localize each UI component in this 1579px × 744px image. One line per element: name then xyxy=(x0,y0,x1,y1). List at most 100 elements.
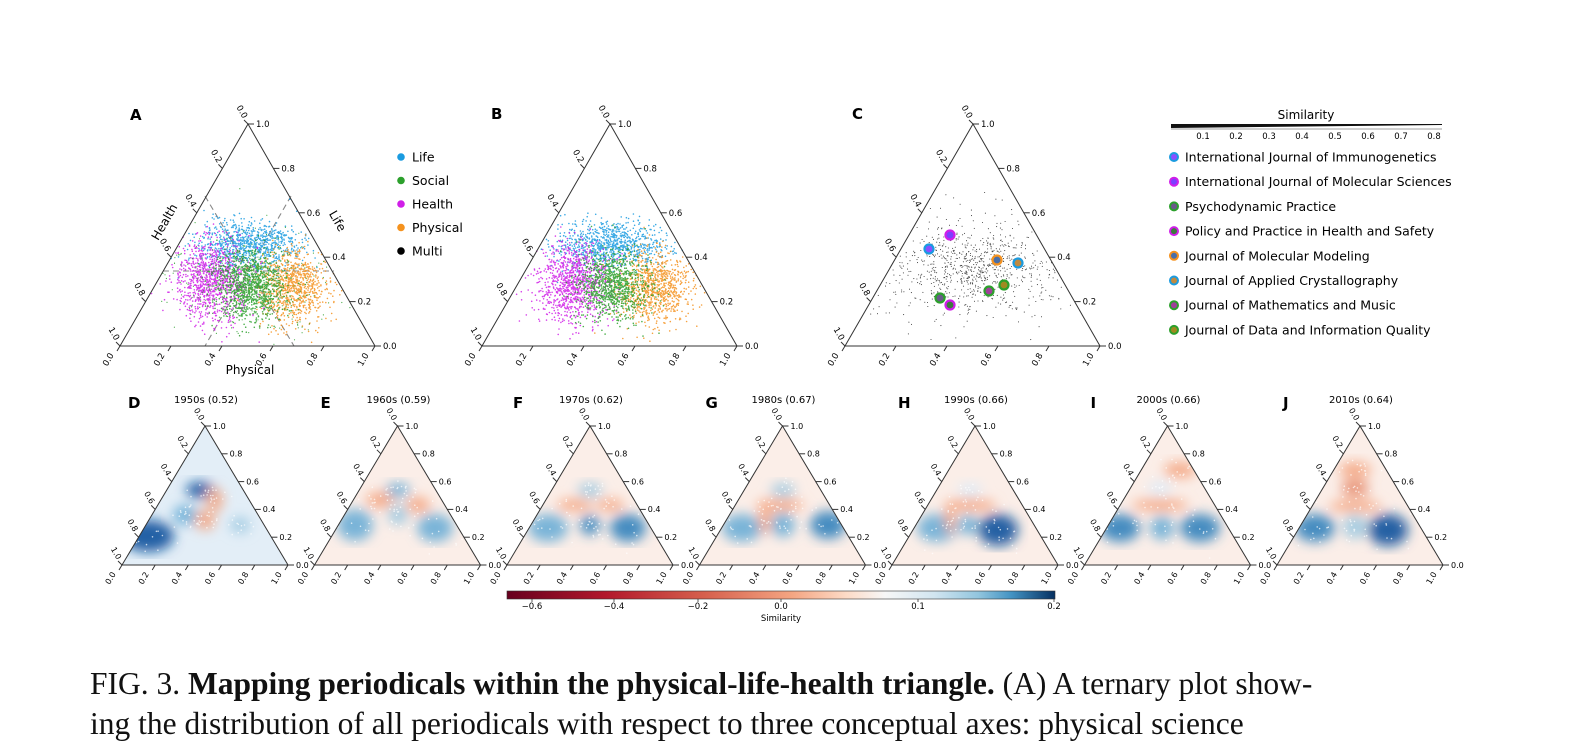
tick-label: 0.8 xyxy=(1192,450,1205,459)
colorbar-tick: 0.0 xyxy=(774,602,788,612)
tick-label: 0.0 xyxy=(101,352,116,369)
tick-label: 0.8 xyxy=(281,164,295,174)
panel-j: J 2010s (0.64)0.0 0.2 0.4 0.6 0.8 1.01.00.80.6… xyxy=(1259,394,1464,586)
tick-label: 0.4 xyxy=(555,571,569,587)
tick-label: 1.0 xyxy=(1232,571,1246,587)
journal-marker xyxy=(998,279,1010,291)
tick-label: 1.0 xyxy=(686,545,700,561)
tick-label: 0.0 xyxy=(1259,571,1273,587)
colorbar-tick: −0.4 xyxy=(604,602,625,612)
point-cloud xyxy=(559,224,670,337)
tick-label: 0.0 xyxy=(1451,561,1464,570)
tick-label: 0.4 xyxy=(694,253,708,263)
tick-label: 0.0 xyxy=(1154,406,1168,422)
tick-label: 0.0 xyxy=(1347,406,1361,422)
journal-marker xyxy=(923,243,935,255)
legend-marker xyxy=(397,176,405,185)
tick-label: 0.0 xyxy=(769,406,783,422)
tick-label: 0.8 xyxy=(807,450,820,459)
tick-label: 0.6 xyxy=(1032,209,1046,219)
legend-label: International Journal of Immunogenetics xyxy=(1185,150,1437,165)
panel-c: C 0.0 0.2 0.4 0.6 0.8 1.0 1.0 0.8 0.6 0.4 0.2 0.0 0.0… xyxy=(826,104,1121,368)
tick-label: 0.4 xyxy=(940,571,954,587)
legends: LifeSocialHealthPhysicalMultiSimilarity0… xyxy=(397,108,1452,337)
tick-label: 0.8 xyxy=(493,281,508,298)
colorbar: −0.6 −0.4 −0.2 0.0 0.1 0.2 Similarity xyxy=(506,590,1061,624)
tick-label: 0.6 xyxy=(882,237,897,254)
tick-label: 0.6 xyxy=(973,571,987,587)
field-legend: Life Social Health Physical Multi xyxy=(397,150,463,259)
tick-label: 0.0 xyxy=(296,561,309,570)
panel-c-frame xyxy=(844,122,1101,347)
tick-label: 0.6 xyxy=(1297,490,1311,506)
tick-label: 0.0 xyxy=(681,561,694,570)
similarity-tick: 0.8 xyxy=(1427,132,1441,142)
tick-label: 0.6 xyxy=(616,352,631,369)
tick-label: 1.0 xyxy=(831,326,846,343)
tick-label: 0.8 xyxy=(1199,571,1213,587)
tick-label: 0.6 xyxy=(1166,571,1180,587)
tick-label: 0.4 xyxy=(907,193,922,210)
point-cloud xyxy=(178,234,308,337)
tick-label: 0.8 xyxy=(131,281,146,298)
tick-label: 1.0 xyxy=(879,545,893,561)
legend-label: Social xyxy=(412,173,449,188)
tick-label: 0.6 xyxy=(527,490,541,506)
tick-label: 0.2 xyxy=(720,298,734,308)
panel-i: I 2000s (0.66)0.0 0.2 0.4 0.6 0.8 1.01.00.80.6… xyxy=(1066,394,1271,586)
colorbar-tick: −0.2 xyxy=(688,602,709,612)
axis-title-bottom: Physical xyxy=(226,363,275,377)
point-cloud xyxy=(590,226,706,342)
tick-label: 1.0 xyxy=(1425,571,1439,587)
tick-label: 1.0 xyxy=(718,352,733,369)
legend-marker xyxy=(1169,250,1179,261)
colorbar-tick: −0.6 xyxy=(522,602,543,612)
tick-label: 0.0 xyxy=(745,342,759,352)
tick-label: 0.8 xyxy=(896,518,910,534)
tick-label: 0.4 xyxy=(1314,462,1328,478)
tick-label: 0.8 xyxy=(643,164,657,174)
tick-label: 0.4 xyxy=(648,505,661,514)
legend-marker xyxy=(1169,226,1179,237)
legend-marker xyxy=(1169,324,1179,335)
tick-label: 0.8 xyxy=(1391,571,1405,587)
legend-label: Multi xyxy=(412,244,443,259)
tick-label: 1.0 xyxy=(981,120,995,130)
tick-label: 1.0 xyxy=(1040,571,1054,587)
decade-panels: D 1950s (0.52)0.0 0.2 0.4 0.6 0.8 1.01.00.80.6… xyxy=(104,394,1464,586)
panel-title: 1970s (0.62) xyxy=(559,395,623,406)
figure-3: A0.0 0.2 0.4 0.6 0.8 1.01.00.80.60.40.20.00.0… xyxy=(101,104,1464,624)
panel-title: 2010s (0.64) xyxy=(1329,395,1393,406)
tick-label: 1.0 xyxy=(791,422,804,431)
tick-label: 1.0 xyxy=(983,422,996,431)
tick-label: 0.2 xyxy=(1242,533,1255,542)
tick-label: 0.8 xyxy=(856,281,871,298)
tick-label: 0.0 xyxy=(383,342,397,352)
legend-marker xyxy=(1169,152,1179,162)
legend-marker xyxy=(1169,176,1179,187)
tick-label: 1.0 xyxy=(618,120,632,130)
tick-label: 0.8 xyxy=(126,518,140,534)
panel-title: 1990s (0.66) xyxy=(944,395,1008,406)
tick-label: 0.4 xyxy=(351,462,365,478)
legend-marker xyxy=(397,247,405,255)
panel-g: G 1980s (0.67)0.0 0.2 0.4 0.6 0.8 1.01.00.80.6… xyxy=(681,394,886,586)
similarity-wedge xyxy=(1171,124,1442,128)
tick-label: 0.0 xyxy=(296,571,310,587)
panel-h: H 1990s (0.66)0.0 0.2 0.4 0.6 0.8 1.01.00.80.6… xyxy=(874,394,1079,586)
journal-marker xyxy=(944,229,956,241)
caption-text: (A) A ternary plot show- xyxy=(1002,666,1313,701)
main-panels: A 0.0 0.2 0.4 0.6 0.8 1.0 1.0 0.8 0.6 0.4 0.2 0.0 0.0… xyxy=(101,104,1121,377)
tick-label: 0.2 xyxy=(1434,533,1447,542)
tick-label: 0.6 xyxy=(669,209,683,219)
panel-letter: E xyxy=(321,394,331,412)
similarity-tick: 0.6 xyxy=(1361,132,1375,142)
tick-label: 0.4 xyxy=(565,352,580,369)
tick-label: 0.2 xyxy=(907,571,921,587)
legend-marker xyxy=(1169,201,1179,212)
panel-letter: B xyxy=(491,105,502,123)
tick-label: 0.4 xyxy=(1418,505,1431,514)
panel-letter: F xyxy=(513,394,523,412)
legend-marker xyxy=(397,153,405,161)
tick-label: 0.8 xyxy=(615,450,628,459)
